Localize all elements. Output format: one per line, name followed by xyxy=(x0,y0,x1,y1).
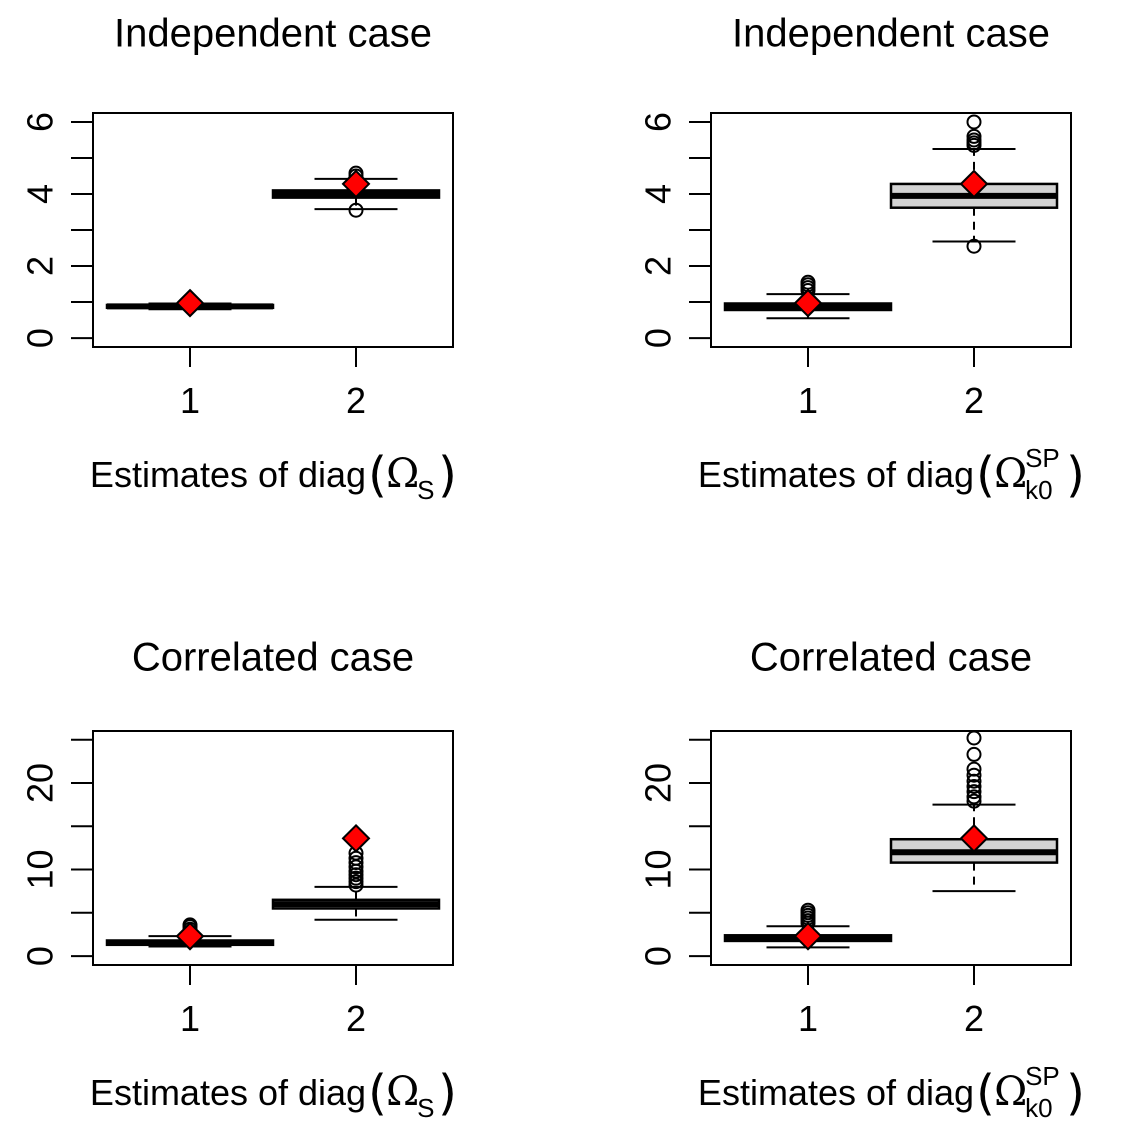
x-label-subscript: k0 xyxy=(1025,475,1052,505)
x-label-prefix: Estimates of diag xyxy=(698,454,974,495)
x-tick-label: 1 xyxy=(180,380,200,421)
chart-title: Correlated case xyxy=(132,636,414,680)
x-label-symbol: Ω xyxy=(386,451,419,497)
x-axis-label: Estimates of diag(ΩS) xyxy=(90,447,457,505)
y-tick-label: 0 xyxy=(20,946,61,966)
x-label-open-paren: ( xyxy=(368,447,387,503)
mean-marker xyxy=(175,921,205,951)
y-tick-label: 4 xyxy=(20,184,61,204)
outlier-point xyxy=(966,789,982,805)
x-label-close-paren: ) xyxy=(438,447,457,503)
outlier-point xyxy=(966,793,982,809)
x-tick-label: 1 xyxy=(798,380,818,421)
mean-marker xyxy=(341,169,371,199)
outlier-point xyxy=(966,114,982,130)
boxplot-2 xyxy=(271,823,441,921)
boxplot-1 xyxy=(723,274,893,320)
x-label-superscript: SP xyxy=(1025,443,1060,473)
outlier-point xyxy=(348,202,364,218)
chart-panel-3: Correlated case 0 10 20 1 2 Estimates of diag(… xyxy=(20,636,457,1123)
outlier-point xyxy=(966,761,982,777)
chart-title: Independent case xyxy=(732,12,1050,56)
mean-marker xyxy=(793,288,823,318)
mean-marker xyxy=(959,169,989,199)
x-label-symbol: Ω xyxy=(994,1069,1027,1115)
x-label-open-paren: ( xyxy=(976,447,995,503)
x-label-superscript: SP xyxy=(1025,1061,1060,1091)
plot-frame xyxy=(92,730,454,966)
x-label-symbol: Ω xyxy=(386,1069,419,1115)
outlier-point xyxy=(966,730,982,746)
boxplot-2 xyxy=(889,114,1059,254)
y-tick-label: 2 xyxy=(638,256,679,276)
y-tick-label: 20 xyxy=(638,763,679,803)
x-tick-label: 2 xyxy=(964,998,984,1039)
boxplot-2 xyxy=(889,730,1059,893)
y-tick-label: 6 xyxy=(20,112,61,132)
outlier-point xyxy=(966,128,982,144)
x-label-subscript: S xyxy=(417,1093,434,1123)
chart-panel-4: Correlated case 0 10 20 1 2 Estimates of diag(… xyxy=(638,636,1085,1123)
y-tick-label: 10 xyxy=(20,850,61,890)
x-label-close-paren: ) xyxy=(1066,1065,1085,1121)
outlier-point xyxy=(966,778,982,794)
boxplot-1 xyxy=(105,288,275,318)
x-tick-label: 1 xyxy=(180,998,200,1039)
y-tick-label: 0 xyxy=(638,328,679,348)
x-axis-label: Estimates of diag(ΩS) xyxy=(90,1065,457,1123)
chart-panel-1: Independent case 0 2 4 6 1 2 Estimates of diag(… xyxy=(20,12,457,505)
y-tick-label: 6 xyxy=(638,112,679,132)
mean-marker xyxy=(959,823,989,853)
outlier-point xyxy=(966,746,982,762)
x-label-close-paren: ) xyxy=(1066,447,1085,503)
plot-frame xyxy=(710,112,1072,348)
x-label-prefix: Estimates of diag xyxy=(698,1072,974,1113)
y-tick-label: 0 xyxy=(20,328,61,348)
x-tick-label: 2 xyxy=(346,998,366,1039)
y-tick-label: 0 xyxy=(638,946,679,966)
mean-marker xyxy=(175,288,205,318)
y-tick-label: 20 xyxy=(20,763,61,803)
x-label-prefix: Estimates of diag xyxy=(90,1072,366,1113)
y-tick-label: 4 xyxy=(638,184,679,204)
outlier-point xyxy=(800,902,816,918)
boxplot-2 xyxy=(271,165,441,218)
mean-marker xyxy=(793,921,823,951)
outlier-point xyxy=(348,855,364,871)
plot-frame xyxy=(92,112,454,348)
chart-title: Independent case xyxy=(114,12,432,56)
outlier-point xyxy=(966,238,982,254)
x-label-symbol: Ω xyxy=(994,451,1027,497)
x-label-subscript: k0 xyxy=(1025,1093,1052,1123)
x-tick-label: 2 xyxy=(346,380,366,421)
chart-panel-2: Independent case 0 2 4 6 1 2 Estimates of diag(… xyxy=(638,12,1085,505)
mean-marker xyxy=(341,823,371,853)
boxplot-1 xyxy=(723,902,893,951)
chart-title: Correlated case xyxy=(750,636,1032,680)
x-label-open-paren: ( xyxy=(368,1065,387,1121)
x-label-close-paren: ) xyxy=(438,1065,457,1121)
x-label-prefix: Estimates of diag xyxy=(90,454,366,495)
outlier-point xyxy=(966,767,982,783)
x-label-open-paren: ( xyxy=(976,1065,995,1121)
y-tick-label: 2 xyxy=(20,256,61,276)
x-tick-label: 2 xyxy=(964,380,984,421)
x-label-subscript: S xyxy=(417,475,434,505)
boxplot-1 xyxy=(105,917,275,951)
x-tick-label: 1 xyxy=(798,998,818,1039)
y-tick-label: 10 xyxy=(638,850,679,890)
outlier-point xyxy=(966,784,982,800)
